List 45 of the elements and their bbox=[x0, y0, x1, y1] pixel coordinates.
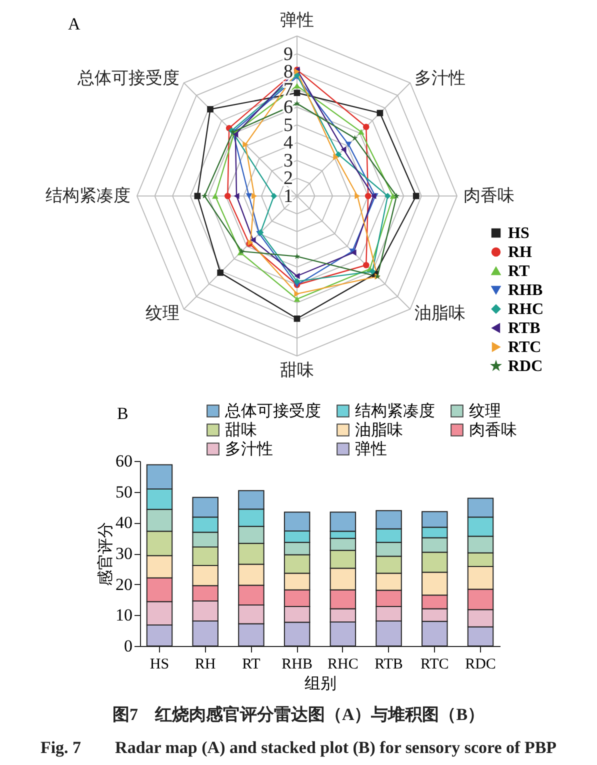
chart-title: B bbox=[117, 404, 128, 423]
x-tick-label: RHB bbox=[282, 656, 312, 672]
spoke-label: 弹性 bbox=[280, 10, 314, 31]
legend-label: RH bbox=[508, 244, 533, 261]
legend-label: 结构紧凑度 bbox=[355, 401, 435, 420]
legend-label: RTC bbox=[508, 339, 542, 356]
x-tick-label: RDC bbox=[465, 656, 496, 672]
y-tick-label: 20 bbox=[116, 574, 132, 594]
legend-label: 多汁性 bbox=[225, 439, 273, 458]
spoke-label: 结构紧凑度 bbox=[46, 186, 131, 206]
spoke-label: 甜味 bbox=[280, 360, 314, 380]
legend-label: 总体可接受度 bbox=[224, 401, 321, 420]
spoke-label: 肉香味 bbox=[463, 186, 514, 206]
spoke-label: 多汁性 bbox=[414, 68, 466, 88]
legend-label: 肉香味 bbox=[469, 420, 517, 439]
legend-label: 纹理 bbox=[469, 401, 501, 420]
legend-label: 甜味 bbox=[225, 420, 257, 439]
legend-label: RHC bbox=[508, 301, 544, 318]
legend-label: HS bbox=[508, 225, 530, 242]
x-tick-label: RTC bbox=[420, 656, 449, 672]
chart-title: A bbox=[68, 14, 81, 34]
legend-label: RHB bbox=[508, 282, 543, 299]
spoke-label: 总体可接受度 bbox=[76, 68, 180, 88]
legend-label: 弹性 bbox=[355, 439, 387, 458]
caption: 图7 红烧肉感官评分雷达图（A）与堆积图（B） bbox=[111, 704, 486, 726]
x-tick-label: RH bbox=[194, 656, 216, 672]
caption: Fig. 7 Radar map (A) and stacked plot (B) for sensory score of PBP bbox=[39, 737, 558, 759]
y-tick-label: 30 bbox=[116, 544, 132, 563]
legend-label: RT bbox=[508, 263, 530, 280]
spoke-label: 纹理 bbox=[145, 304, 180, 324]
y-tick-label: 40 bbox=[116, 513, 132, 532]
legend-label: RTB bbox=[508, 320, 541, 337]
y-axis-title: 感官评分 bbox=[96, 522, 114, 586]
x-tick-label: RHC bbox=[328, 656, 358, 672]
legend-label: RDC bbox=[508, 358, 543, 375]
x-tick-label: RT bbox=[242, 656, 260, 672]
x-tick-label: RTB bbox=[374, 656, 403, 672]
legend-label: 油脂味 bbox=[355, 420, 403, 439]
y-tick-label: 0 bbox=[124, 636, 132, 656]
spoke-label: 油脂味 bbox=[414, 304, 466, 324]
y-tick-label: 10 bbox=[116, 606, 132, 625]
x-tick-label: HS bbox=[150, 656, 170, 672]
y-tick-label: 60 bbox=[116, 452, 132, 470]
y-tick-label: 50 bbox=[116, 482, 132, 502]
x-axis-title: 组别 bbox=[304, 674, 336, 692]
